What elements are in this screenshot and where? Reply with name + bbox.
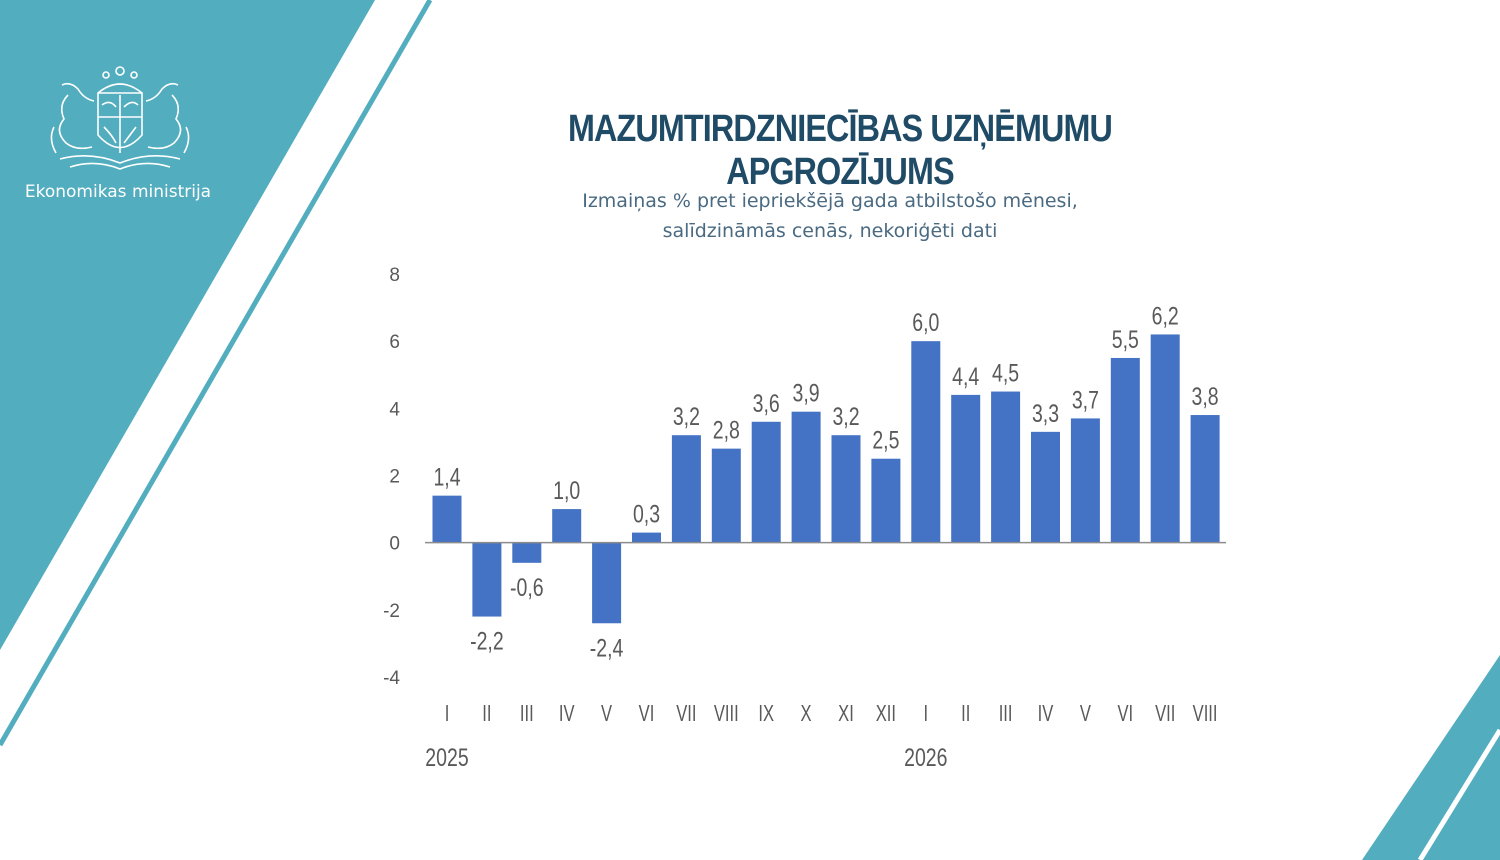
bar	[632, 532, 661, 543]
data-label: 4,5	[992, 359, 1019, 387]
ministry-name: Ekonomikas ministrija	[24, 182, 212, 202]
x-tick-label: V	[601, 701, 613, 726]
bar	[512, 542, 542, 563]
x-tick-label: IV	[1038, 701, 1054, 726]
right-accent-stripe	[1417, 728, 1500, 860]
x-tick-label: VII	[676, 701, 696, 726]
x-tick-label: II	[961, 701, 970, 726]
left-accent-stripe-outer	[0, 0, 433, 747]
year-label: 2026	[904, 744, 947, 772]
bar	[871, 458, 901, 543]
x-tick-label: XI	[838, 701, 854, 726]
data-label: 0,3	[633, 500, 660, 528]
y-tick-label: 6	[389, 332, 400, 353]
data-label: 3,7	[1072, 386, 1099, 414]
y-tick-label: 0	[389, 534, 400, 555]
x-tick-label: VIII	[1193, 701, 1218, 726]
chart-title: MAZUMTIRDZNIECĪBAS UZŅĒMUMU APGROZĪJUMS	[567, 108, 1113, 193]
bar	[911, 341, 941, 543]
data-label: 3,3	[1032, 400, 1059, 428]
data-label: 6,0	[912, 309, 939, 337]
data-label: 3,2	[673, 403, 700, 431]
ministry-emblem	[0, 55, 240, 180]
data-label: 3,6	[753, 389, 780, 417]
data-label: 4,4	[952, 363, 979, 391]
year-label: 2025	[425, 744, 468, 772]
bar	[791, 411, 821, 543]
data-label: -0,6	[510, 574, 544, 602]
x-tick-label: VII	[1155, 701, 1175, 726]
x-tick-label: I	[923, 701, 928, 726]
y-tick-label: 4	[389, 399, 400, 420]
data-label: 1,4	[433, 463, 460, 491]
y-tick-label: 8	[389, 265, 400, 286]
x-tick-label: VI	[639, 701, 655, 726]
bar	[432, 495, 462, 543]
x-tick-label: VIII	[714, 701, 739, 726]
x-tick-label: IX	[758, 701, 774, 726]
bar-chart: 86420-2-41,4I-2,2II-0,6III1,0IV-2,4V0,3V…	[383, 265, 1226, 772]
data-label: 5,5	[1112, 326, 1139, 354]
data-label: -2,4	[590, 634, 624, 662]
x-tick-label: III	[999, 701, 1013, 726]
bar	[711, 448, 741, 543]
data-label: 1,0	[553, 477, 580, 505]
left-accent-panel	[0, 0, 375, 650]
bar	[1150, 334, 1180, 543]
bar	[1110, 357, 1140, 543]
left-accent-stripe-inner	[0, 0, 385, 664]
chart-subtitle-line-1: Izmaiņas % pret iepriekšējā gada atbilst…	[582, 190, 1078, 212]
bar	[671, 435, 701, 543]
x-tick-label: VI	[1117, 701, 1133, 726]
bar	[751, 421, 781, 543]
data-label: 3,9	[793, 379, 820, 407]
right-accent-panel	[1362, 655, 1500, 860]
data-label: -2,2	[470, 627, 504, 655]
bar	[472, 542, 502, 617]
bar	[831, 435, 861, 543]
data-label: 2,8	[713, 416, 740, 444]
data-label: 3,2	[832, 403, 859, 431]
x-tick-label: III	[520, 701, 534, 726]
x-tick-label: X	[801, 701, 812, 726]
x-tick-label: I	[445, 701, 450, 726]
bar	[1190, 415, 1220, 543]
y-tick-label: -2	[383, 601, 400, 622]
bar	[1070, 418, 1100, 543]
y-tick-label: 2	[389, 467, 400, 488]
chart-subtitle: Izmaiņas % pret iepriekšējā gada atbilst…	[430, 186, 1230, 246]
bar	[991, 391, 1021, 543]
bar	[592, 542, 622, 624]
latvia-coat-of-arms-icon	[50, 66, 190, 170]
bar	[951, 394, 981, 543]
x-tick-label: XII	[876, 701, 896, 726]
x-tick-label: IV	[559, 701, 575, 726]
x-tick-label: V	[1080, 701, 1092, 726]
bar	[552, 509, 582, 543]
data-label: 6,2	[1152, 302, 1179, 330]
bar	[1031, 431, 1060, 543]
x-tick-label: II	[482, 701, 491, 726]
chart-subtitle-line-2: salīdzināmās cenās, nekoriģēti dati	[662, 220, 998, 242]
y-tick-label: -4	[383, 668, 400, 689]
data-label: 3,8	[1192, 383, 1219, 411]
data-label: 2,5	[872, 426, 899, 454]
